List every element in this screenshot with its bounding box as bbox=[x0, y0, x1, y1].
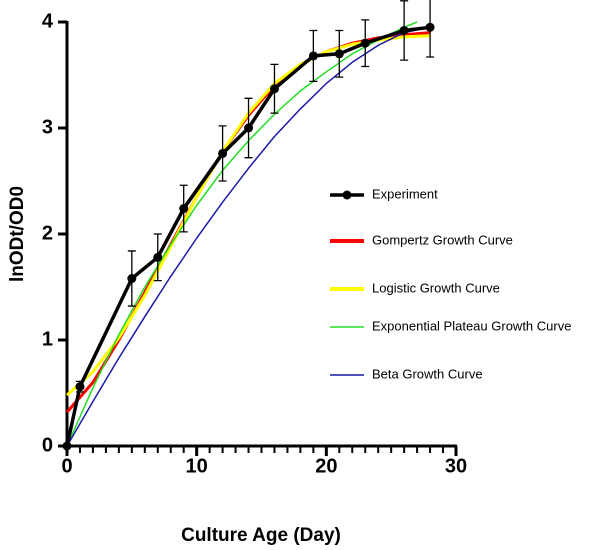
data-point bbox=[334, 49, 344, 59]
y-tick-label: 4 bbox=[42, 10, 54, 32]
legend-label: Logistic Growth Curve bbox=[372, 280, 500, 295]
data-point bbox=[179, 204, 189, 214]
y-tick-label: 3 bbox=[42, 116, 53, 138]
x-tick-label: 30 bbox=[445, 455, 467, 477]
legend-marker bbox=[342, 190, 352, 200]
y-axis-label: lnODt/OD0 bbox=[7, 186, 28, 282]
series-line bbox=[66, 26, 431, 447]
x-tick-label: 0 bbox=[61, 455, 72, 477]
y-tick-label: 1 bbox=[42, 328, 53, 350]
data-point bbox=[127, 274, 137, 284]
legend-label: Experiment bbox=[372, 186, 438, 201]
data-point bbox=[153, 252, 163, 262]
data-point bbox=[75, 382, 85, 392]
x-tick-label: 20 bbox=[315, 455, 337, 477]
legend-label: Exponential Plateau Growth Curve bbox=[372, 318, 571, 333]
legend-label: Gompertz Growth Curve bbox=[372, 232, 513, 247]
series-line bbox=[66, 21, 418, 447]
data-point bbox=[218, 148, 228, 158]
data-point bbox=[425, 22, 435, 32]
x-tick-label: 10 bbox=[186, 455, 208, 477]
data-point bbox=[308, 51, 318, 61]
series-line bbox=[65, 34, 431, 397]
legend-label: Beta Growth Curve bbox=[372, 366, 483, 381]
data-point bbox=[62, 441, 72, 451]
data-point bbox=[244, 123, 254, 133]
y-tick-label: 2 bbox=[42, 222, 53, 244]
data-point bbox=[360, 38, 370, 48]
x-axis-label: Culture Age (Day) bbox=[181, 525, 341, 546]
data-point bbox=[269, 84, 279, 94]
y-tick-label: 0 bbox=[42, 434, 53, 456]
data-point bbox=[399, 25, 409, 35]
